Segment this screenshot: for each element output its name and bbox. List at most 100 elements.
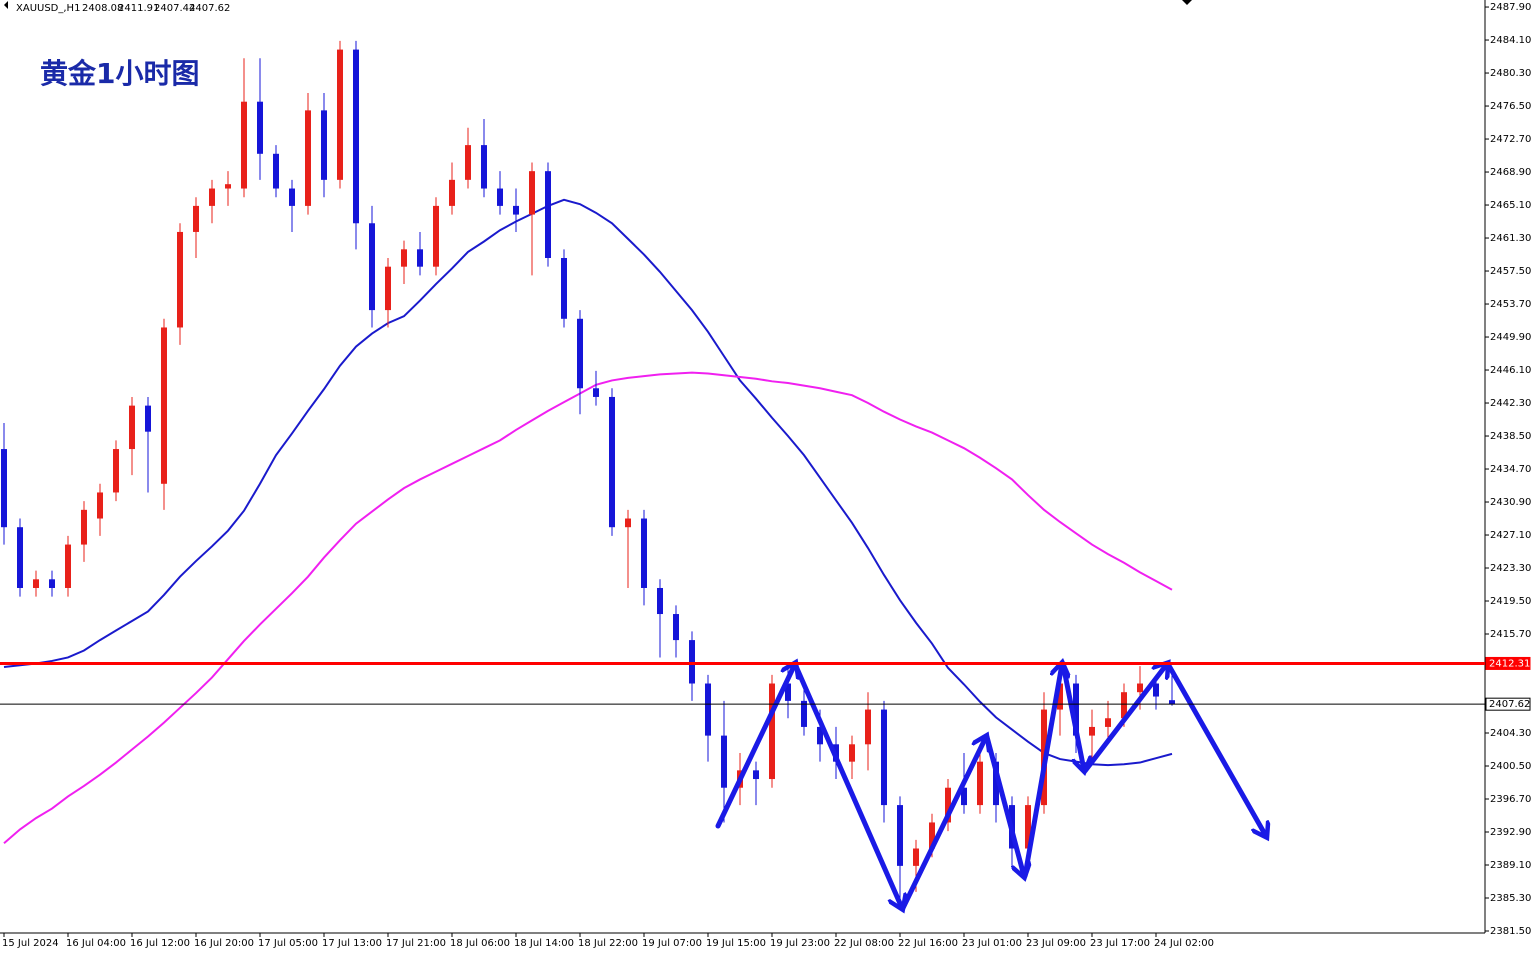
y-tick-label: 2381.50 — [1490, 926, 1531, 937]
candle-body — [65, 544, 71, 588]
candle-body — [129, 405, 135, 450]
header-low: 2407.44 — [154, 3, 195, 14]
candle-body — [369, 223, 375, 311]
x-tick-label: 17 Jul 05:00 — [258, 938, 318, 949]
candle-body — [897, 805, 903, 866]
candle-body — [593, 388, 599, 397]
y-tick-label: 2449.90 — [1490, 332, 1531, 343]
y-tick-label: 2434.70 — [1490, 464, 1531, 475]
y-tick-label: 2385.30 — [1490, 893, 1531, 904]
candle-body — [337, 49, 343, 180]
header-high: 2411.91 — [118, 3, 159, 14]
candle-body — [273, 153, 279, 189]
candle-body — [1089, 726, 1095, 736]
x-tick-label: 24 Jul 02:00 — [1154, 938, 1214, 949]
x-tick-label: 18 Jul 14:00 — [514, 938, 574, 949]
candle-body — [81, 509, 87, 545]
x-tick-label: 23 Jul 17:00 — [1090, 938, 1150, 949]
candle-body — [353, 49, 359, 224]
y-tick-label: 2400.50 — [1490, 761, 1531, 772]
y-tick-label: 2404.30 — [1490, 728, 1531, 739]
price-level-label: 2407.62 — [1489, 699, 1530, 710]
x-tick-label: 19 Jul 07:00 — [642, 938, 702, 949]
chart-annotation: 黄金1小时图 — [40, 57, 199, 90]
moving-average — [3, 371, 1173, 845]
candle-body — [689, 640, 695, 684]
y-tick-label: 2480.30 — [1490, 68, 1531, 79]
shift-marker — [1182, 0, 1192, 5]
candle-body — [769, 683, 775, 780]
candle-body — [529, 171, 535, 215]
arrow — [1022, 664, 1062, 879]
candle-body — [705, 683, 711, 736]
symbol-icon — [4, 1, 8, 9]
candle-body — [177, 231, 183, 328]
candle-body — [33, 579, 39, 588]
candle-body — [801, 700, 807, 727]
arrow — [984, 734, 1024, 876]
candle-body — [641, 518, 647, 588]
candle-body — [257, 101, 263, 154]
candle-body — [945, 787, 951, 823]
y-tick-label: 2392.90 — [1490, 827, 1531, 838]
x-tick-label: 23 Jul 01:00 — [962, 938, 1022, 949]
arrow — [1082, 664, 1167, 774]
candle-body — [97, 492, 103, 519]
x-tick-label: 23 Jul 09:00 — [1026, 938, 1086, 949]
plot-area — [1, 40, 1175, 901]
candle-body — [497, 188, 503, 206]
candle-body — [721, 735, 727, 788]
y-tick-label: 2442.30 — [1490, 398, 1531, 409]
candle-body — [561, 257, 567, 319]
candle-body — [289, 188, 295, 206]
candle-body — [1169, 700, 1175, 705]
candle-body — [321, 110, 327, 180]
candle-body — [433, 205, 439, 267]
candle-body — [1, 449, 7, 528]
candle-body — [881, 709, 887, 806]
candle-body — [1105, 718, 1111, 727]
candle-body — [545, 171, 551, 258]
candle-body — [577, 318, 583, 389]
x-tick-label: 16 Jul 20:00 — [194, 938, 254, 949]
x-tick-label: 18 Jul 22:00 — [578, 938, 638, 949]
arrow — [900, 737, 986, 911]
y-tick-label: 2427.10 — [1490, 530, 1531, 541]
price-level-label: 2412.31 — [1489, 658, 1530, 669]
arrow — [1060, 661, 1084, 770]
y-tick-label: 2419.50 — [1490, 596, 1531, 607]
x-tick-label: 19 Jul 15:00 — [706, 938, 766, 949]
price-level-tag — [1485, 697, 1531, 711]
x-tick-label: 22 Jul 16:00 — [898, 938, 958, 949]
candle-body — [385, 266, 391, 311]
y-tick-label: 2476.50 — [1490, 101, 1531, 112]
y-tick-label: 2487.90 — [1490, 2, 1531, 13]
candle-body — [241, 101, 247, 189]
candle-body — [609, 396, 615, 528]
x-tick-label: 17 Jul 13:00 — [322, 938, 382, 949]
y-tick-label: 2389.10 — [1490, 860, 1531, 871]
candle-body — [849, 744, 855, 762]
candle-body — [1025, 805, 1031, 849]
y-tick-label: 2457.50 — [1490, 266, 1531, 277]
candle-body — [657, 587, 663, 615]
moving-average — [3, 198, 1173, 767]
header-open: 2408.08 — [82, 3, 123, 14]
candle-body — [193, 205, 199, 232]
trend-arrows — [715, 661, 1266, 911]
y-tick-label: 2465.10 — [1490, 200, 1531, 211]
candle-body — [49, 579, 55, 588]
y-tick-label: 2438.50 — [1490, 431, 1531, 442]
candle-body — [993, 761, 999, 806]
candle-body — [1121, 692, 1127, 719]
candle-body — [753, 770, 759, 780]
symbol: XAUUSD_,H1 — [16, 3, 80, 14]
candle-body — [1073, 683, 1079, 736]
candle-body — [161, 327, 167, 484]
price-level-tag — [1485, 656, 1531, 670]
y-tick-label: 2423.30 — [1490, 563, 1531, 574]
candle-body — [449, 179, 455, 206]
candle-body — [417, 249, 423, 267]
candle-body — [625, 518, 631, 528]
